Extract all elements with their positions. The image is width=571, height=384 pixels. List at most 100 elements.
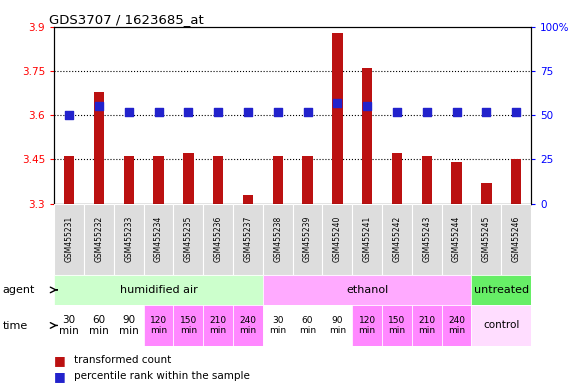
Point [65,112,74,118]
Text: 90
min: 90 min [329,316,346,335]
Bar [154,156,164,204]
FancyBboxPatch shape [472,204,501,275]
FancyBboxPatch shape [292,305,323,346]
Bar [511,159,521,204]
FancyBboxPatch shape [114,305,144,346]
Text: GSM455240: GSM455240 [333,216,342,262]
Text: agent: agent [3,285,35,295]
Text: transformed count: transformed count [74,355,171,365]
Bar [94,92,104,204]
FancyBboxPatch shape [472,275,531,305]
Text: GDS3707 / 1623685_at: GDS3707 / 1623685_at [50,13,204,26]
Point [154,109,163,115]
Point [94,103,103,109]
Point [124,109,133,115]
Text: GSM455234: GSM455234 [154,216,163,262]
Text: GSM455241: GSM455241 [363,216,372,262]
Text: 240
min: 240 min [239,316,256,335]
FancyBboxPatch shape [382,204,412,275]
Text: 120
min: 120 min [359,316,376,335]
FancyBboxPatch shape [144,204,174,275]
FancyBboxPatch shape [263,275,472,305]
Point [214,109,223,115]
Text: percentile rank within the sample: percentile rank within the sample [74,371,250,381]
Text: 120
min: 120 min [150,316,167,335]
Point [452,109,461,115]
FancyBboxPatch shape [54,305,84,346]
Text: 30
min: 30 min [269,316,286,335]
Text: ethanol: ethanol [346,285,388,295]
FancyBboxPatch shape [54,275,263,305]
Text: GSM455233: GSM455233 [124,216,133,262]
Text: 210
min: 210 min [418,316,435,335]
FancyBboxPatch shape [84,204,114,275]
FancyBboxPatch shape [114,204,144,275]
Bar [421,156,432,204]
FancyBboxPatch shape [263,204,292,275]
FancyBboxPatch shape [233,305,263,346]
Point [392,109,401,115]
Point [303,109,312,115]
FancyBboxPatch shape [441,305,472,346]
Point [273,109,282,115]
FancyBboxPatch shape [54,204,84,275]
Point [333,100,342,106]
FancyBboxPatch shape [412,305,441,346]
FancyBboxPatch shape [174,305,203,346]
FancyBboxPatch shape [323,305,352,346]
Text: 150
min: 150 min [180,316,197,335]
Point [184,109,193,115]
FancyBboxPatch shape [352,305,382,346]
FancyBboxPatch shape [352,204,382,275]
Text: GSM455236: GSM455236 [214,216,223,262]
FancyBboxPatch shape [323,204,352,275]
Text: untreated: untreated [474,285,529,295]
Text: ■: ■ [54,370,66,383]
Text: time: time [3,321,28,331]
Bar [183,154,194,204]
Text: GSM455237: GSM455237 [243,216,252,262]
Text: GSM455245: GSM455245 [482,216,491,262]
FancyBboxPatch shape [203,204,233,275]
Text: GSM455235: GSM455235 [184,216,193,262]
Point [512,109,521,115]
FancyBboxPatch shape [382,305,412,346]
FancyBboxPatch shape [412,204,441,275]
Text: 60
min: 60 min [89,315,109,336]
FancyBboxPatch shape [84,305,114,346]
Text: GSM455244: GSM455244 [452,216,461,262]
Bar [451,162,462,204]
Text: GSM455239: GSM455239 [303,216,312,262]
Text: 60
min: 60 min [299,316,316,335]
Text: 210
min: 210 min [210,316,227,335]
Text: humidified air: humidified air [120,285,198,295]
Bar [481,183,492,204]
FancyBboxPatch shape [174,204,203,275]
FancyBboxPatch shape [203,305,233,346]
Text: ■: ■ [54,354,66,367]
Text: GSM455246: GSM455246 [512,216,521,262]
Bar [362,68,372,204]
Bar [213,156,223,204]
FancyBboxPatch shape [144,305,174,346]
Text: 90
min: 90 min [119,315,139,336]
Bar [272,156,283,204]
FancyBboxPatch shape [501,204,531,275]
Text: GSM455238: GSM455238 [274,216,282,262]
Text: GSM455231: GSM455231 [65,216,74,262]
Point [422,109,431,115]
Text: GSM455232: GSM455232 [94,216,103,262]
Bar [332,33,343,204]
FancyBboxPatch shape [263,305,292,346]
FancyBboxPatch shape [472,305,531,346]
FancyBboxPatch shape [292,204,323,275]
Text: GSM455243: GSM455243 [422,216,431,262]
Text: 30
min: 30 min [59,315,79,336]
Bar [243,195,253,204]
Point [482,109,491,115]
Bar [302,156,313,204]
Bar [392,154,402,204]
Bar [64,156,74,204]
Text: 150
min: 150 min [388,316,405,335]
Point [363,103,372,109]
